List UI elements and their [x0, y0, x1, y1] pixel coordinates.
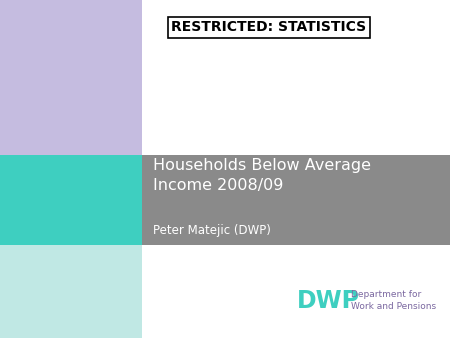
Bar	[0, 245, 142, 338]
Text: Households Below Average
Income 2008/09: Households Below Average Income 2008/09	[153, 159, 371, 193]
Bar	[0, 155, 450, 245]
Text: Peter Matejic (DWP): Peter Matejic (DWP)	[153, 223, 271, 237]
Bar	[0, 0, 142, 155]
Text: RESTRICTED: STATISTICS: RESTRICTED: STATISTICS	[171, 20, 366, 34]
Text: DWP: DWP	[297, 289, 360, 313]
Text: Department for
Work and Pensions: Department for Work and Pensions	[351, 290, 436, 311]
Bar	[0, 155, 142, 245]
